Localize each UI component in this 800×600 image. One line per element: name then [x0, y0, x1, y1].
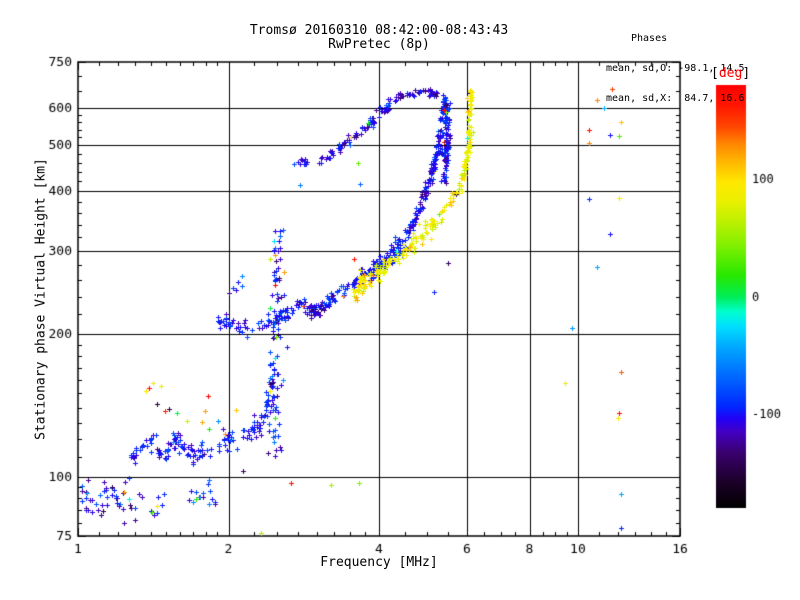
phases-legend: Phases mean, sd,O: -98.1, 14.5 mean, sd,…: [606, 14, 744, 124]
phases-o-mode-stats: mean, sd,O: -98.1, 14.5: [606, 63, 745, 74]
chart-subtitle: RwPretec (8p): [328, 37, 430, 52]
chart-title: Tromsø 20160310 08:42:00-08:43:43: [249, 23, 509, 38]
colorbar-bracket-open: [: [711, 66, 719, 81]
phases-heading: Phases: [631, 33, 668, 44]
phases-x-mode-stats: mean, sd,X: 84.7, 16.6: [606, 93, 745, 104]
colorbar-bracket-close: ]: [742, 66, 751, 81]
colorbar-unit-label: [deg]: [711, 66, 750, 81]
colorbar-unit: deg: [718, 66, 743, 81]
x-axis-title: Frequency [MHz]: [320, 555, 438, 570]
y-axis-title: Stationary phase Virtual Height [km]: [33, 158, 49, 440]
